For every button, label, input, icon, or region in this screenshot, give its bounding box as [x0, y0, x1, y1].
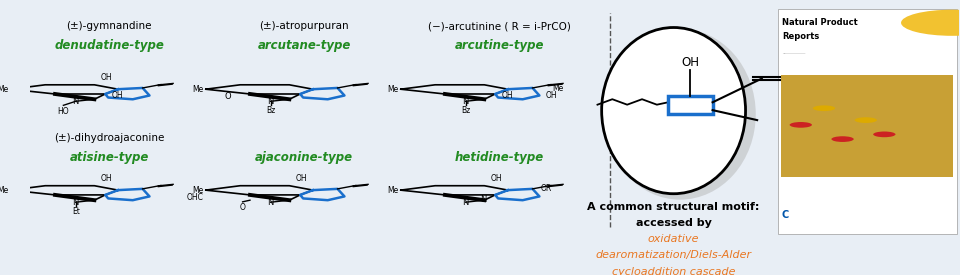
- Ellipse shape: [605, 29, 756, 200]
- Text: N: N: [73, 198, 79, 207]
- Text: accessed by: accessed by: [636, 218, 711, 228]
- Text: OR: OR: [540, 184, 552, 193]
- Text: Me: Me: [0, 186, 9, 195]
- Text: HO: HO: [58, 107, 69, 116]
- Circle shape: [790, 122, 812, 128]
- Circle shape: [813, 105, 835, 111]
- Circle shape: [854, 117, 876, 123]
- Text: OH: OH: [491, 174, 502, 183]
- Text: (±)-atropurpuran: (±)-atropurpuran: [259, 21, 348, 31]
- Text: N: N: [73, 97, 79, 106]
- Text: OH: OH: [502, 90, 514, 100]
- Text: N: N: [463, 198, 468, 207]
- Text: (±)-dihydroajaconine: (±)-dihydroajaconine: [54, 133, 164, 143]
- Circle shape: [831, 136, 853, 142]
- Text: dearomatization/Diels-Alder: dearomatization/Diels-Alder: [595, 251, 752, 260]
- Text: O: O: [225, 92, 231, 101]
- Text: atisine-type: atisine-type: [69, 151, 149, 164]
- Text: C: C: [781, 210, 788, 220]
- Text: Me: Me: [192, 186, 204, 195]
- Text: ajaconine-type: ajaconine-type: [255, 151, 353, 164]
- Text: Me: Me: [387, 186, 398, 195]
- Text: arcutane-type: arcutane-type: [257, 39, 350, 53]
- Text: OH: OH: [101, 174, 112, 183]
- Text: Bz: Bz: [266, 106, 276, 115]
- Text: ___________: ___________: [782, 50, 805, 54]
- Text: OHC: OHC: [186, 193, 204, 202]
- FancyBboxPatch shape: [778, 9, 957, 234]
- Text: Bz: Bz: [461, 106, 470, 115]
- Text: OH: OH: [101, 73, 112, 82]
- Text: (±)-gymnandine: (±)-gymnandine: [66, 21, 152, 31]
- Text: hetidine-type: hetidine-type: [454, 151, 543, 164]
- Circle shape: [874, 131, 896, 137]
- Text: oxidative: oxidative: [648, 234, 699, 244]
- Text: N: N: [268, 97, 274, 106]
- Text: arcutine-type: arcutine-type: [454, 39, 543, 53]
- Text: Natural Product: Natural Product: [782, 18, 858, 27]
- Text: N: N: [463, 97, 468, 106]
- Text: Reports: Reports: [782, 32, 820, 41]
- Text: (−)-arcutinine ( R = i-PrCO): (−)-arcutinine ( R = i-PrCO): [427, 21, 570, 31]
- Text: OH: OH: [112, 90, 124, 100]
- Text: denudatine-type: denudatine-type: [54, 39, 164, 53]
- Text: Et: Et: [72, 207, 80, 216]
- Text: Me: Me: [552, 84, 564, 94]
- Text: OH: OH: [682, 56, 699, 69]
- Ellipse shape: [602, 28, 746, 194]
- Text: OH: OH: [546, 91, 558, 100]
- Text: cycloaddition cascade: cycloaddition cascade: [612, 267, 735, 275]
- Text: O: O: [240, 203, 246, 212]
- Text: Me: Me: [192, 85, 204, 94]
- Text: N: N: [480, 196, 486, 204]
- Text: A common structural motif:: A common structural motif:: [588, 202, 759, 212]
- Text: Me: Me: [387, 85, 398, 94]
- Text: N: N: [268, 198, 274, 207]
- Text: OH: OH: [296, 174, 307, 183]
- FancyBboxPatch shape: [781, 75, 953, 177]
- Circle shape: [901, 10, 960, 36]
- Text: Me: Me: [0, 85, 9, 94]
